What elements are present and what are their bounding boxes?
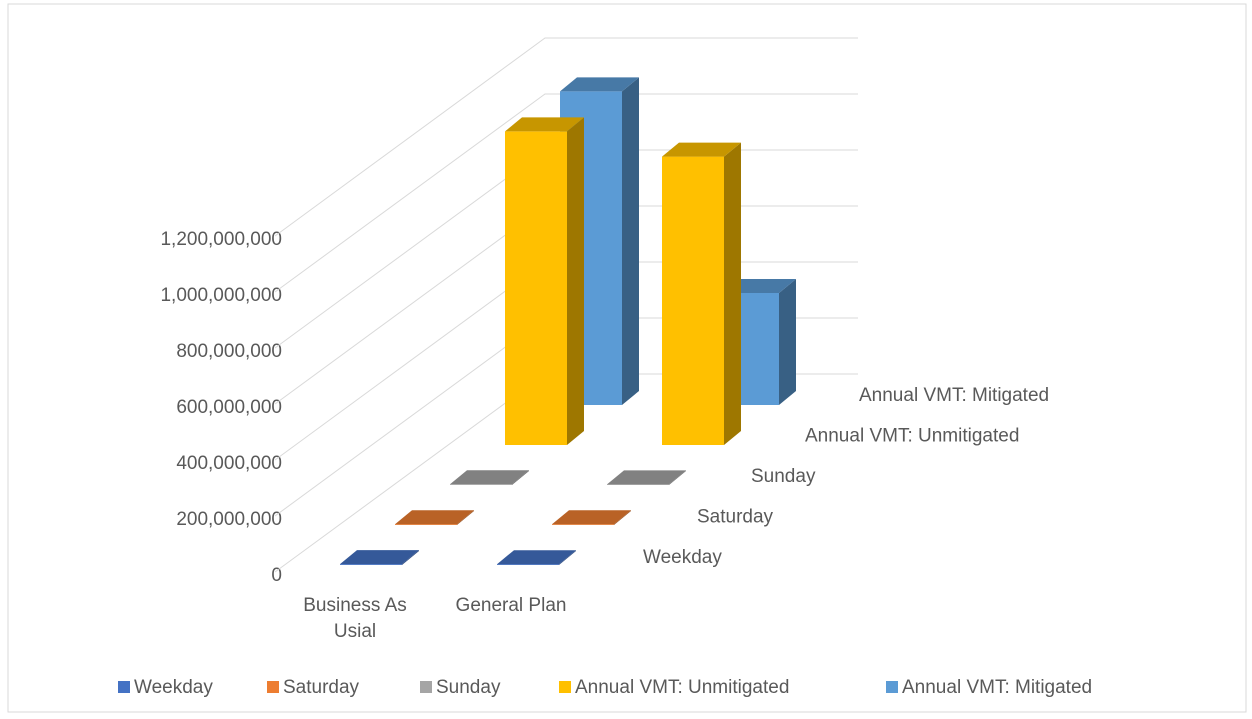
bar-top (497, 550, 576, 565)
y-tick-label: 400,000,000 (176, 453, 282, 474)
bar-top (450, 470, 529, 485)
grid-line (274, 93, 858, 293)
bar-front (505, 131, 567, 445)
bar-side (567, 117, 584, 446)
bar-top (560, 77, 639, 92)
x-tick-label: General Plan (455, 595, 567, 616)
y-tick-label: 800,000,000 (176, 341, 282, 362)
bar-top (395, 510, 474, 525)
bar (450, 470, 529, 485)
legend-label: Annual VMT: Mitigated (902, 677, 1092, 698)
series-axis-label: Annual VMT: Unmitigated (805, 426, 1019, 447)
bar (662, 142, 741, 445)
bar-top (505, 117, 584, 132)
bar-front (497, 564, 559, 565)
bar-side (457, 510, 474, 525)
bar (340, 550, 419, 565)
bar-top (607, 470, 686, 485)
bar-side (402, 550, 419, 565)
y-tick-label: 200,000,000 (176, 509, 282, 530)
series-axis-label: Sunday (751, 466, 816, 487)
bar-top (662, 142, 741, 157)
legend-label: Saturday (283, 677, 360, 698)
bar-side (614, 510, 631, 525)
series-axis-label: Saturday (697, 507, 774, 528)
bar-front (607, 484, 669, 485)
bar-side (559, 550, 576, 565)
bar-side (669, 470, 686, 485)
legend-label: Weekday (134, 677, 213, 698)
legend-swatch (559, 681, 571, 693)
bar (497, 550, 576, 565)
legend-swatch (267, 681, 279, 693)
bar-front (340, 564, 402, 565)
bar (552, 510, 631, 525)
bar (395, 510, 474, 525)
bar (505, 117, 584, 446)
bar-side (724, 142, 741, 445)
legend-swatch (420, 681, 432, 693)
grid-line (274, 37, 858, 237)
bar-side (512, 470, 529, 485)
y-tick-label: 1,200,000,000 (160, 229, 282, 250)
bar-front (662, 156, 724, 445)
series-axis-label: Weekday (643, 547, 722, 568)
bar-side (779, 279, 796, 405)
bar-top (552, 510, 631, 525)
legend-swatch (118, 681, 130, 693)
series-axis-label: Annual VMT: Mitigated (859, 385, 1049, 406)
bar (607, 470, 686, 485)
legend-swatch (886, 681, 898, 693)
y-tick-label: 600,000,000 (176, 397, 282, 418)
bar-side (622, 77, 639, 406)
bar-front (450, 484, 512, 485)
bar-top (340, 550, 419, 565)
x-tick-label: Business As Usial (303, 595, 407, 642)
legend-label: Sunday (436, 677, 501, 698)
y-tick-label: 0 (271, 565, 282, 586)
bar-front (395, 524, 457, 525)
bar-front (552, 524, 614, 525)
y-tick-label: 1,000,000,000 (160, 285, 282, 306)
legend-label: Annual VMT: Unmitigated (575, 677, 789, 698)
